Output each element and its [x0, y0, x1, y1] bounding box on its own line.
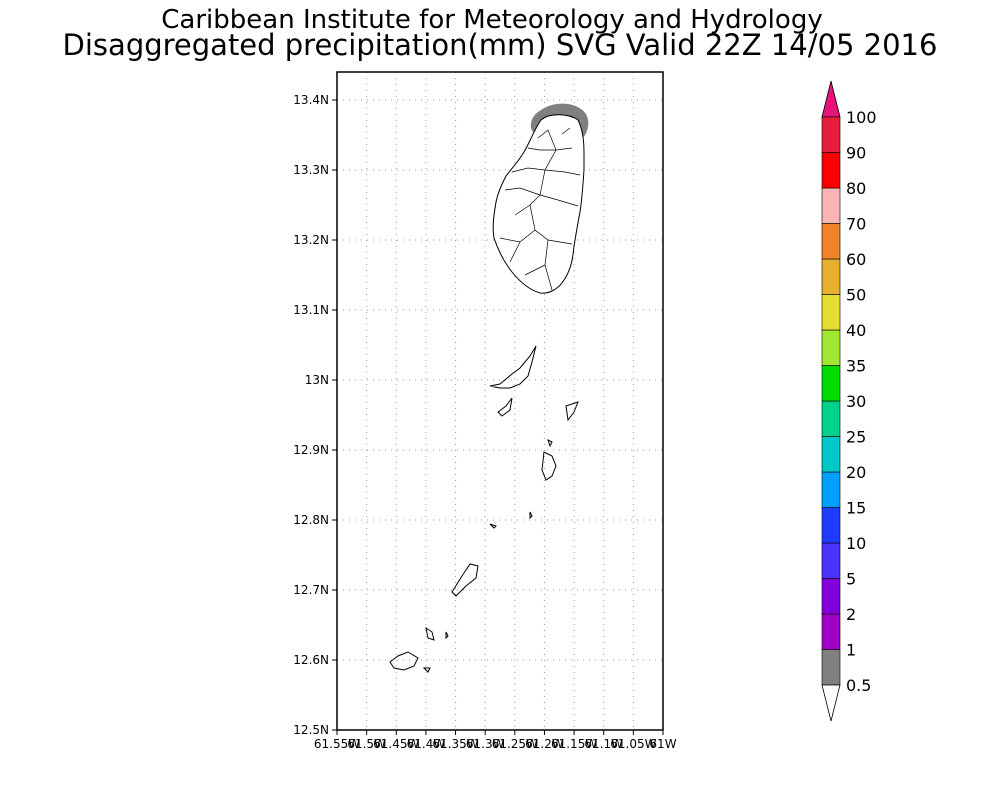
colorbar-label: 20: [846, 463, 866, 482]
island-carriacou-n: [425, 626, 435, 641]
lon-tick-label: 61.15W: [551, 737, 597, 751]
island-islet-e: [529, 511, 533, 520]
colorbar-label: 2: [846, 605, 856, 624]
colorbar-label: 70: [846, 215, 866, 234]
colorbar-label: 30: [846, 392, 866, 411]
colorbar-swatch: [821, 116, 841, 153]
lon-tick-label: 61.35W: [432, 737, 478, 751]
island-canouan-area: [541, 451, 557, 481]
colorbar-swatch: [821, 613, 841, 650]
lat-tick-label: 13.2N: [293, 233, 329, 247]
lon-tick-label: 61.2W: [525, 737, 564, 751]
colorbar-label: 50: [846, 286, 866, 305]
lon-tick-label: 61.4W: [407, 737, 446, 751]
island-islet-a: [497, 397, 513, 417]
colorbar-swatch: [821, 187, 841, 224]
island-islet-d: [489, 523, 497, 529]
map-grid: [336, 72, 664, 731]
island-st-vincent: [492, 114, 585, 294]
latitude-axis: 13.4N 13.3N 13.2N 13.1N 13N 12.9N 12.8N 12.7N 12…: [293, 93, 337, 737]
lat-tick-label: 12.6N: [293, 653, 329, 667]
colorbar-label: 100: [846, 108, 877, 127]
colorbar-label: 25: [846, 428, 866, 447]
coastlines: [389, 114, 585, 673]
lon-tick-label: 61.1W: [584, 737, 623, 751]
colorbar-under-triangle: [821, 684, 841, 722]
lon-tick-label: 61.5W: [347, 737, 386, 751]
colorbar-label: 5: [846, 570, 856, 589]
colorbar-label: 40: [846, 321, 866, 340]
lon-tick-label: 61.25W: [492, 737, 538, 751]
st-vincent-drainage-lines: [499, 127, 581, 291]
lon-tick-label: 61.05W: [610, 737, 656, 751]
colorbar-swatch: [821, 152, 841, 189]
colorbar-swatch: [821, 400, 841, 437]
colorbar-swatch: [821, 436, 841, 473]
lon-tick-label: 61.3W: [466, 737, 505, 751]
colorbar-swatch: [821, 507, 841, 544]
colorbar-swatch: [821, 329, 841, 366]
colorbar-over-triangle: [821, 80, 841, 118]
map-panel: 13.4N 13.3N 13.2N 13.1N 13N 12.9N 12.8N 12.7N 12…: [293, 71, 677, 751]
map-frame: [336, 71, 664, 731]
colorbar-swatch: [821, 294, 841, 331]
colorbar-label: 10: [846, 534, 866, 553]
colorbar-swatch: [821, 258, 841, 295]
lat-tick-label: 12.9N: [293, 443, 329, 457]
map-background: [337, 72, 663, 730]
colorbar-label: 1: [846, 641, 856, 660]
lat-tick-label: 13N: [305, 373, 329, 387]
colorbar-label: 15: [846, 499, 866, 518]
island-union-area: [451, 563, 479, 597]
lat-tick-label: 13.3N: [293, 163, 329, 177]
colorbar-label: 35: [846, 357, 866, 376]
lat-tick-label: 13.1N: [293, 303, 329, 317]
longitude-axis: 61.55W61.5W61.45W61.4W61.35W61.3W61.25W6…: [314, 730, 677, 751]
figure-title: Caribbean Institute for Meteorology and …: [161, 5, 822, 35]
colorbar-label: 80: [846, 179, 866, 198]
colorbar-swatch: [821, 542, 841, 579]
colorbar-label: 0.5: [846, 676, 871, 695]
colorbar-swatch: [821, 223, 841, 260]
lat-tick-label: 12.5N: [293, 723, 329, 737]
lat-tick-label: 12.7N: [293, 583, 329, 597]
island-carriacou: [389, 651, 419, 671]
island-islet-b: [565, 401, 579, 422]
island-bequia: [489, 345, 537, 389]
lon-tick-label: 61W: [649, 737, 676, 751]
lat-tick-label: 12.8N: [293, 513, 329, 527]
colorbar-swatch: [821, 365, 841, 402]
colorbar-swatch: [821, 649, 841, 686]
lon-tick-label: 61.45W: [373, 737, 419, 751]
colorbar-swatch: [821, 578, 841, 615]
colorbar-label: 90: [846, 144, 866, 163]
lat-tick-label: 13.4N: [293, 93, 329, 107]
island-islet-g: [422, 667, 431, 673]
colorbar-label: 60: [846, 250, 866, 269]
figure-subtitle: Disaggregated precipitation(mm) SVG Vali…: [63, 28, 938, 62]
lon-tick-label: 61.55W: [314, 737, 360, 751]
colorbar-swatch: [821, 471, 841, 508]
island-islet-f: [445, 631, 449, 640]
island-islet-c: [547, 439, 553, 448]
